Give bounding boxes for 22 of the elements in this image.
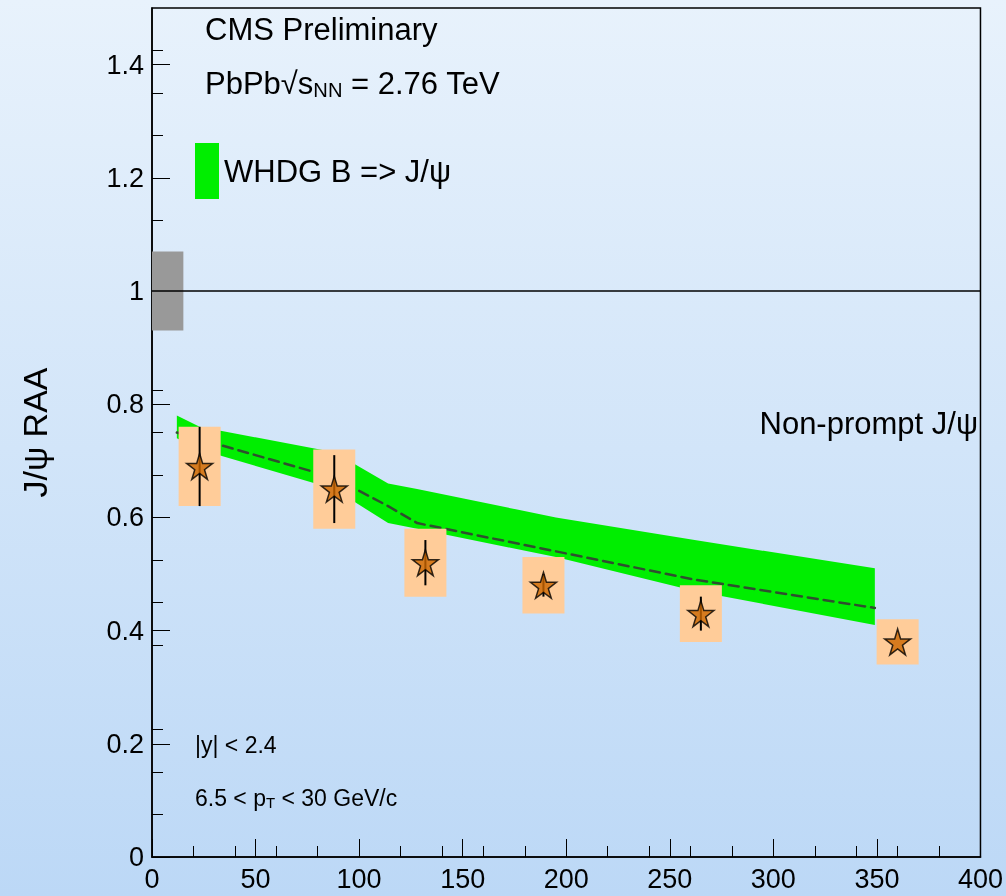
x-tick-label: 200: [543, 863, 589, 894]
y-axis-title: J/ψ RAA: [16, 367, 54, 498]
y-tick-label: 1: [128, 276, 144, 306]
x-tick-label: 350: [854, 863, 900, 894]
x-tick-label: 250: [647, 863, 693, 894]
y-tick-label: 0.2: [106, 728, 144, 759]
annotation: Non-prompt J/ψ: [759, 406, 978, 441]
y-tick-label: 0.4: [106, 615, 144, 646]
x-tick-label: 400: [957, 863, 1004, 894]
y-tick-label: 1.2: [106, 162, 144, 193]
x-tick-label: 50: [240, 863, 271, 894]
annotation: CMS Preliminary: [205, 12, 439, 47]
x-tick-label: 100: [336, 863, 382, 894]
x-tick-label: 300: [750, 863, 796, 894]
y-tick-label: 0: [128, 842, 144, 872]
annotation: PbPb√sNN = 2.76 TeV: [205, 66, 500, 102]
x-tick-label: 150: [440, 863, 486, 894]
annotation: |y| < 2.4: [195, 731, 277, 758]
y-tick-label: 1.4: [106, 49, 144, 80]
legend-label: WHDG B => J/ψ: [224, 153, 452, 189]
y-tick-label: 0.6: [106, 502, 144, 533]
y-tick-label: 0.8: [106, 389, 144, 420]
